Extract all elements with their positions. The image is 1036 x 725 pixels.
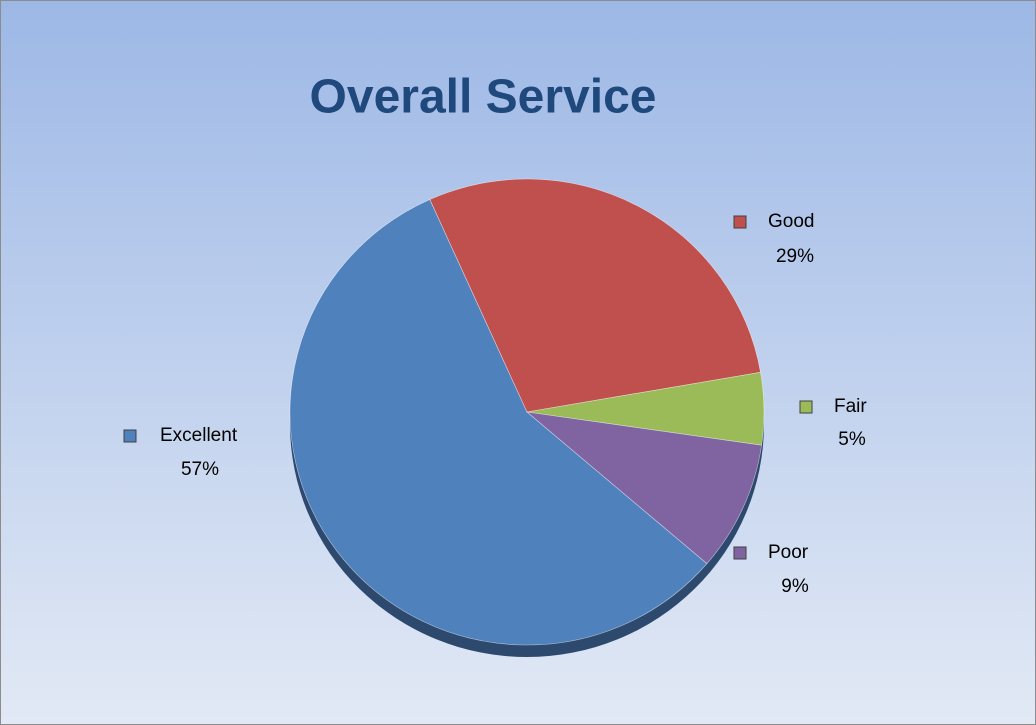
legend-swatch: [733, 215, 747, 229]
category-label: Good: [768, 211, 814, 232]
value-label: 57%: [181, 459, 219, 480]
value-label: 5%: [838, 429, 866, 450]
legend-swatch: [733, 546, 747, 560]
legend-swatch: [123, 429, 137, 443]
category-label: Fair: [834, 396, 867, 417]
value-label: 29%: [776, 246, 814, 267]
pie-slice: [526, 411, 762, 565]
category-label: Excellent: [160, 425, 238, 446]
category-label: Poor: [768, 542, 809, 563]
value-label: 9%: [781, 576, 809, 597]
chart-title: Overall Service: [310, 71, 657, 124]
legend-swatch: [799, 400, 813, 414]
pie-slice: [289, 199, 708, 646]
pie-slice: [429, 178, 761, 413]
